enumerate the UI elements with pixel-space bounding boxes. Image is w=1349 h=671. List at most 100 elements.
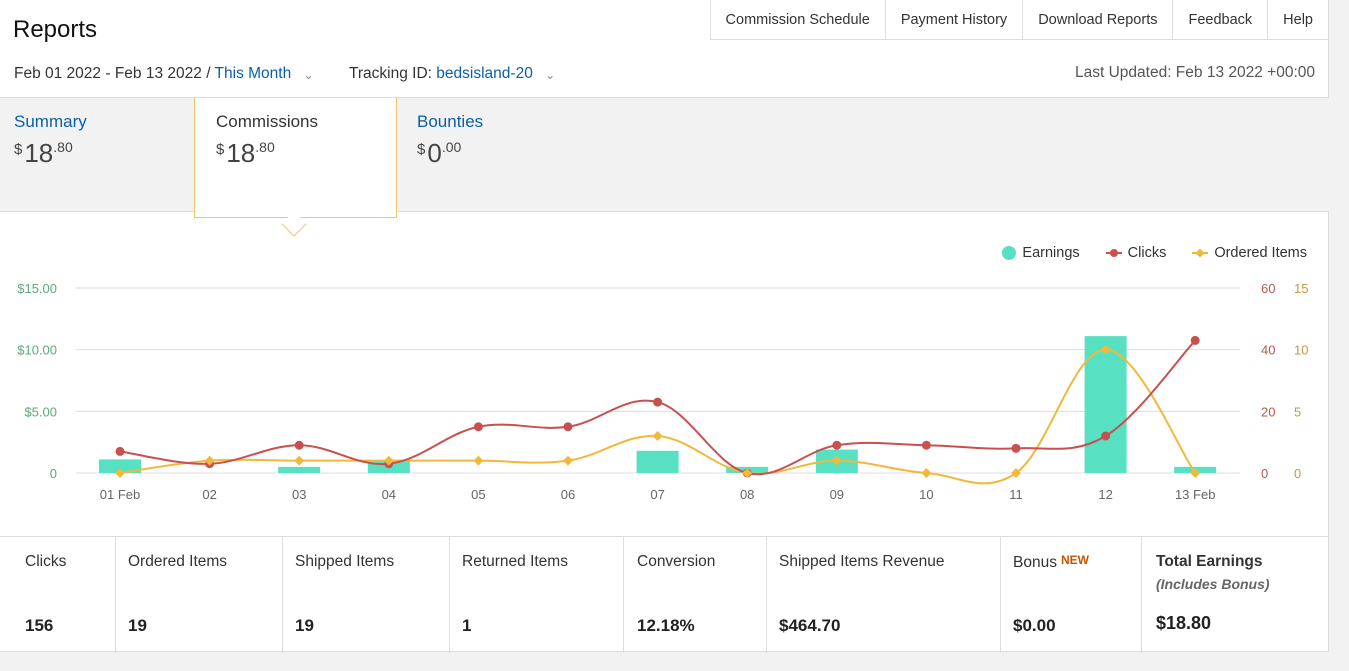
earnings-chart: 0 0 0 $5.00 20 5 $10.00 40 10 $15.00 60 15 01 Feb 02 0…: [0, 232, 1329, 522]
legend-clicks[interactable]: Clicks: [1105, 245, 1167, 261]
tracking-id-value[interactable]: bedsisland-20: [436, 65, 533, 82]
reports-page: Reports Commission Schedule Payment Hist…: [0, 0, 1329, 652]
nav-feedback[interactable]: Feedback: [1173, 0, 1269, 39]
stat-label: Shipped Items Revenue: [779, 553, 945, 570]
stat-label: Returned Items: [462, 553, 568, 570]
ordered-items-point: [473, 455, 484, 466]
tab-bounties-label: Bounties: [417, 112, 484, 131]
stat-shipped-revenue: Shipped Items Revenue $464.70: [767, 537, 1001, 653]
stat-returned-items: Returned Items 1: [450, 537, 624, 653]
amount-cents: .80: [53, 139, 73, 155]
amount-cents: .00: [441, 139, 462, 155]
stat-label: Shipped Items: [295, 553, 395, 570]
ordered-items-point: [652, 431, 663, 441]
stat-shipped-items: Shipped Items 19: [283, 537, 450, 653]
report-tabs: Summary $18.80 Commissions $18.80 Bounti…: [0, 97, 1329, 218]
earnings-bar: [1084, 336, 1127, 473]
y-right-items-tick-label: 5: [1294, 404, 1301, 419]
stat-value: $18.80: [1156, 613, 1212, 633]
x-tick-label: 02: [202, 487, 216, 502]
stat-label: Clicks: [25, 553, 67, 570]
stat-conversion: Conversion 12.18%: [624, 537, 767, 653]
ordered-items-point: [921, 468, 932, 478]
stats-row: Clicks 156 Ordered Items 19 Shipped Item…: [0, 536, 1329, 653]
nav-download-reports[interactable]: Download Reports: [1023, 0, 1174, 39]
ordered-items-point: [831, 455, 842, 466]
clicks-point: [832, 440, 842, 450]
x-tick-label: 10: [919, 487, 933, 502]
x-tick-label: 12: [1098, 487, 1112, 502]
clicks-point: [1190, 335, 1200, 345]
clicks-point: [921, 440, 931, 450]
stat-clicks: Clicks 156: [0, 537, 116, 653]
chevron-down-icon[interactable]: ⌄: [303, 68, 314, 82]
stat-label: Ordered Items: [128, 553, 228, 570]
currency-symbol: $: [417, 141, 426, 158]
clicks-point: [1011, 443, 1021, 453]
x-tick-label: 04: [382, 487, 396, 502]
tab-summary-amount: $18.80: [14, 138, 194, 169]
y-right-clicks-tick-label: 0: [1261, 466, 1268, 481]
chart-legend: Earnings Clicks Ordered Items: [1002, 245, 1307, 261]
new-badge: NEW: [1060, 553, 1089, 567]
currency-symbol: $: [14, 141, 23, 158]
stat-ordered-items: Ordered Items 19: [116, 537, 283, 653]
stat-value: $0.00: [1013, 616, 1056, 635]
period-link[interactable]: This Month: [214, 65, 292, 82]
tab-bounties-amount: $0.00: [417, 138, 603, 169]
x-tick-label: 09: [830, 487, 844, 502]
clicks-point: [473, 422, 483, 432]
y-left-tick-label: $5.00: [24, 404, 57, 419]
amount-whole: 18: [226, 138, 256, 168]
x-tick-label: 07: [650, 487, 664, 502]
ordered-items-swatch: [1192, 246, 1209, 260]
stat-total-earnings: Total Earnings (Includes Bonus) $18.80: [1142, 537, 1329, 653]
nav-payment-history[interactable]: Payment History: [886, 0, 1024, 39]
ordered-items-point: [563, 455, 573, 466]
x-tick-label: 01 Feb: [100, 487, 140, 502]
x-tick-label: 13 Feb: [1175, 487, 1215, 502]
legend-earnings[interactable]: Earnings: [1002, 245, 1080, 261]
stat-value: 19: [295, 616, 314, 635]
y-left-tick-label: $15.00: [17, 281, 57, 296]
amount-whole: 18: [24, 138, 54, 168]
legend-ordered-items[interactable]: Ordered Items: [1192, 245, 1307, 261]
ordered-items-point: [1100, 344, 1111, 355]
stat-bonus: Bonus NEW $0.00: [1001, 537, 1142, 653]
chevron-down-icon[interactable]: ⌄: [545, 68, 556, 82]
stat-value: $464.70: [779, 616, 841, 635]
y-right-items-tick-label: 15: [1294, 281, 1308, 296]
tab-summary[interactable]: Summary $18.80: [0, 98, 194, 213]
nav-help[interactable]: Help: [1283, 12, 1313, 28]
amount-cents: .80: [255, 139, 275, 155]
clicks-point: [115, 446, 125, 456]
date-range-text: Feb 01 2022 - Feb 13 2022: [14, 65, 202, 82]
clicks-swatch: [1105, 246, 1122, 260]
tab-commissions[interactable]: Commissions $18.80: [194, 98, 397, 218]
ordered-items-point: [204, 455, 215, 466]
nav-commission-schedule[interactable]: Commission Schedule: [711, 0, 886, 39]
ordered-items-point: [383, 455, 394, 466]
top-nav: Commission Schedule Payment History Down…: [709, 0, 1328, 40]
stat-value: 1: [462, 616, 472, 635]
earnings-bar: [636, 450, 679, 473]
currency-symbol: $: [216, 141, 225, 158]
legend-clicks-label: Clicks: [1127, 245, 1167, 261]
tracking-id-selector[interactable]: Tracking ID: bedsisland-20 ⌄: [349, 65, 555, 83]
ordered-items-point: [742, 468, 753, 478]
y-right-clicks-tick-label: 40: [1261, 343, 1275, 358]
y-right-clicks-tick-label: 60: [1261, 281, 1275, 296]
clicks-point: [1101, 431, 1111, 441]
y-right-items-tick-label: 0: [1294, 466, 1301, 481]
page-title: Reports: [13, 16, 98, 43]
stat-value: 156: [25, 616, 54, 635]
date-range-selector[interactable]: Feb 01 2022 - Feb 13 2022 / This Month ⌄: [14, 65, 314, 83]
tab-bounties[interactable]: Bounties $0.00: [403, 98, 603, 213]
y-right-items-tick-label: 10: [1294, 343, 1308, 358]
earnings-bar: [278, 466, 321, 473]
x-tick-label: 08: [740, 487, 754, 502]
ordered-items-point: [1011, 468, 1021, 478]
clicks-point: [294, 440, 304, 450]
amount-whole: 0: [427, 138, 442, 168]
stat-value: 12.18%: [637, 616, 695, 635]
